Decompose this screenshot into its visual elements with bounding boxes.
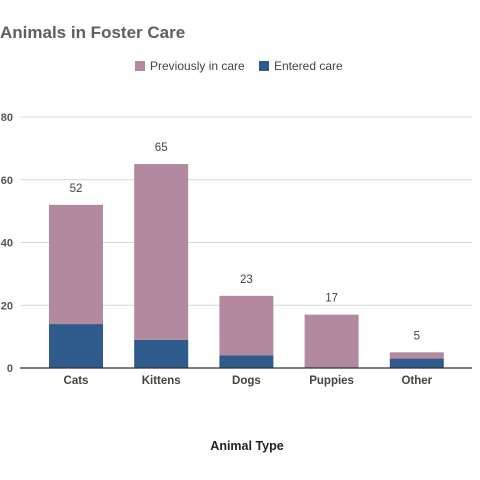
legend: Previously in care Entered care (135, 59, 343, 73)
bar-cats-entered-care (49, 324, 103, 368)
y-axis-ticks: 0 20 40 60 80 (1, 112, 13, 375)
y-tick-label: 80 (1, 112, 13, 124)
x-tick-label: Puppies (309, 375, 354, 387)
legend-label-entered-care: Entered care (274, 59, 343, 73)
legend-swatch-entered-care (259, 61, 269, 71)
y-tick-label: 20 (1, 300, 13, 312)
x-axis-title: Animal Type (210, 439, 283, 453)
y-tick-label: 0 (7, 363, 13, 375)
bar-puppies-previously-in-care (304, 314, 359, 368)
x-tick-label: Other (401, 375, 432, 387)
bar-other-entered-care (389, 358, 444, 368)
bars (49, 164, 444, 368)
bar-kittens-previously-in-care (134, 164, 189, 340)
y-tick-label: 40 (1, 238, 13, 250)
x-tick-label: Cats (64, 375, 89, 387)
chart-title: Animals in Foster Care (0, 23, 185, 42)
bar-total-labels: 52 65 23 17 5 (70, 142, 420, 342)
bar-total-label: 17 (325, 293, 338, 305)
legend-swatch-previously-in-care (135, 61, 145, 71)
bar-total-label: 23 (240, 274, 253, 286)
x-tick-label: Dogs (232, 375, 261, 387)
bar-dogs-previously-in-care (219, 295, 274, 356)
bar-total-label: 5 (414, 330, 420, 342)
bar-other-previously-in-care (389, 352, 444, 359)
y-tick-label: 60 (1, 175, 13, 187)
bar-dogs-entered-care (219, 355, 274, 368)
x-axis-ticks: Cats Kittens Dogs Puppies Other (64, 375, 433, 387)
x-tick-label: Kittens (142, 375, 181, 387)
legend-label-previously-in-care: Previously in care (150, 59, 245, 73)
bar-total-label: 65 (155, 142, 168, 154)
bar-kittens-entered-care (134, 339, 189, 368)
bar-cats-previously-in-care (49, 204, 103, 325)
bar-total-label: 52 (70, 183, 83, 195)
